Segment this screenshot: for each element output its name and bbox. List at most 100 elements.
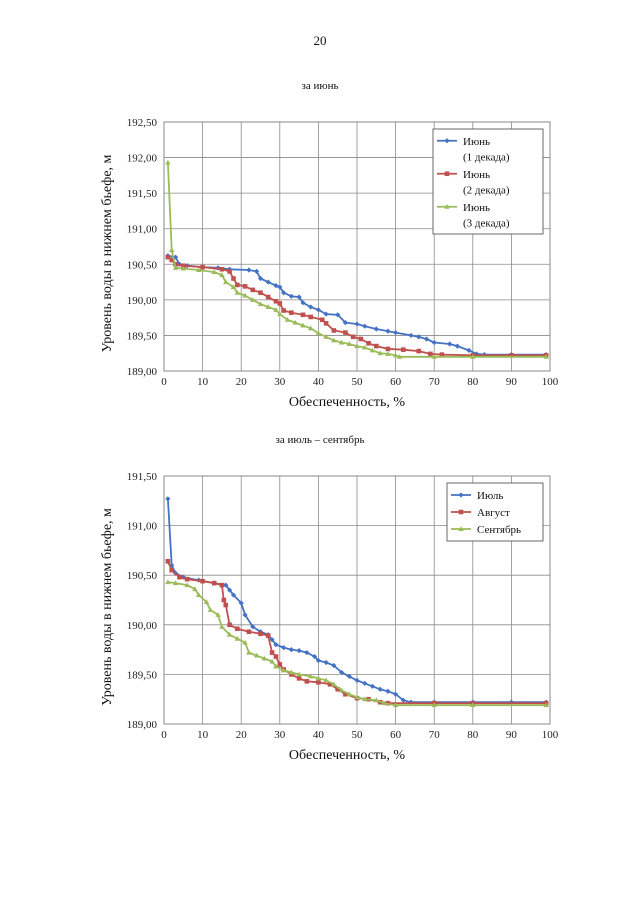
data-point-marker [342, 320, 349, 326]
data-point-marker [343, 330, 348, 335]
data-point-marker [227, 622, 232, 628]
series-line [167, 254, 547, 356]
data-point-marker [280, 667, 287, 673]
data-point-marker [304, 679, 310, 684]
x-tick-label: 100 [542, 729, 559, 741]
data-point-marker [200, 264, 205, 270]
data-point-marker [211, 580, 217, 586]
x-tick-label: 40 [313, 729, 325, 741]
data-point-marker [385, 346, 391, 352]
data-point-marker [354, 677, 360, 683]
legend-marker [458, 526, 464, 531]
x-tick-label: 30 [274, 376, 286, 388]
data-point-marker [508, 699, 514, 705]
data-point-marker [230, 284, 237, 290]
x-tick-label: 20 [236, 729, 248, 741]
data-point-marker [200, 578, 205, 584]
data-point-marker [385, 351, 391, 356]
data-point-marker [431, 353, 437, 359]
x-tick-label: 70 [429, 729, 441, 741]
data-point-marker [338, 687, 345, 693]
legend-marker [444, 171, 450, 177]
data-point-marker [257, 275, 264, 282]
data-point-marker [401, 347, 406, 352]
data-point-marker [315, 330, 322, 336]
data-point-marker [304, 649, 310, 656]
data-point-marker [246, 649, 252, 655]
legend-marker [458, 492, 464, 498]
data-point-marker [281, 290, 287, 296]
x-tick-label: 80 [467, 729, 479, 741]
x-axis-title: Обеспеченность, % [289, 395, 405, 410]
data-point-marker [196, 592, 202, 598]
data-point-marker [354, 694, 360, 700]
y-tick-label: 192,50 [127, 117, 158, 129]
data-point-marker [362, 680, 368, 686]
x-tick-label: 50 [352, 729, 364, 741]
data-point-marker [221, 597, 227, 603]
data-point-marker [211, 269, 217, 275]
legend-marker [444, 203, 450, 209]
data-point-marker [172, 580, 179, 586]
data-point-marker [323, 321, 329, 326]
data-point-marker [219, 272, 225, 277]
data-point-marker [308, 314, 313, 320]
data-point-marker [265, 633, 271, 639]
data-point-marker [184, 576, 190, 582]
legend-label: (1 декада) [463, 151, 510, 163]
x-tick-label: 0 [161, 729, 167, 741]
data-point-marker [181, 263, 186, 269]
x-tick-label: 90 [506, 376, 518, 388]
data-point-marker [509, 353, 514, 358]
legend-label: Июнь [463, 136, 490, 148]
y-tick-label: 190,00 [127, 620, 158, 632]
data-point-marker [231, 276, 236, 281]
data-point-marker [273, 307, 279, 312]
series-line [167, 581, 547, 707]
data-point-marker [203, 599, 210, 604]
data-point-marker [392, 702, 399, 708]
data-point-marker [428, 351, 433, 357]
chart-july-september: 0 10 20 30 40 50 60 70 80 90 100 189,00 189,50 190,00… [100, 471, 559, 763]
data-point-marker [277, 301, 283, 306]
data-point-marker [242, 612, 248, 618]
legend-label: (3 декада) [463, 217, 510, 229]
data-point-marker [223, 602, 229, 608]
data-point-marker [474, 351, 480, 357]
legend-marker [444, 138, 450, 144]
data-point-marker [250, 287, 256, 293]
legend-label: Июнь [463, 202, 490, 214]
data-point-marker [346, 691, 352, 697]
x-tick-label: 10 [197, 376, 209, 388]
data-point-marker [393, 691, 399, 697]
data-point-marker [343, 691, 348, 697]
data-point-marker [288, 293, 294, 299]
data-point-marker [377, 686, 383, 692]
y-tick-label: 190,50 [127, 570, 158, 582]
x-tick-label: 60 [390, 729, 402, 741]
x-axis-title: Обеспеченность, % [289, 748, 405, 763]
data-point-marker [393, 329, 399, 336]
data-point-marker [369, 347, 376, 353]
data-point-marker [373, 697, 379, 703]
x-tick-label: 50 [352, 376, 364, 388]
data-point-marker [408, 699, 414, 705]
legend-box [432, 128, 544, 235]
data-point-marker [296, 676, 302, 681]
data-point-marker [242, 639, 248, 645]
data-point-marker [292, 319, 298, 325]
x-tick-label: 100 [542, 376, 559, 388]
data-point-marker [242, 292, 248, 298]
data-point-marker [543, 702, 549, 708]
data-point-marker [350, 334, 356, 340]
data-point-marker [207, 607, 214, 612]
data-point-marker [300, 300, 306, 306]
data-point-marker [377, 350, 383, 356]
data-point-marker [277, 662, 283, 667]
data-point-marker [265, 279, 271, 285]
data-point-marker [396, 353, 403, 359]
y-tick-label: 189,50 [127, 330, 158, 342]
data-point-marker [234, 289, 241, 295]
data-point-marker [277, 311, 283, 317]
data-point-marker [439, 352, 445, 357]
